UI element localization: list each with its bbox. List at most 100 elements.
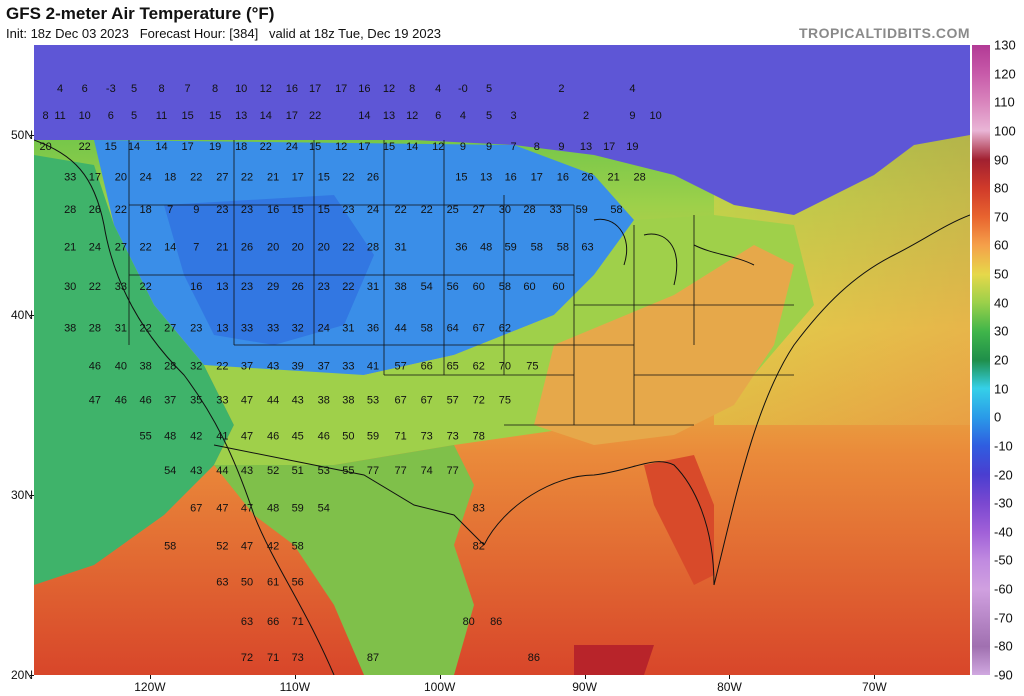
temperature-value: 66 [421, 360, 433, 372]
temperature-value: 13 [580, 141, 592, 153]
temperature-value: 22 [241, 171, 253, 183]
colorbar-label: -50 [994, 552, 1013, 568]
temperature-value: 22 [190, 171, 202, 183]
temperature-value: 6 [108, 110, 114, 122]
temperature-value: 3 [511, 110, 517, 122]
temperature-value: 70 [499, 360, 511, 372]
temperature-value: 12 [260, 83, 272, 95]
temperature-value: 60 [523, 281, 535, 293]
temperature-value: 50 [342, 431, 354, 443]
temperature-value: 17 [603, 141, 615, 153]
brand-watermark: TROPICALTIDBITS.COM [798, 25, 970, 41]
temperature-value: 8 [409, 83, 415, 95]
temperature-value: -0 [458, 83, 468, 95]
temperature-value: 75 [499, 395, 511, 407]
temperature-value: 24 [89, 242, 101, 254]
temperature-value: 10 [649, 110, 661, 122]
temperature-value: 11 [156, 110, 167, 122]
temperature-value: 65 [447, 360, 459, 372]
temperature-value: 21 [267, 171, 279, 183]
temperature-value: 14 [260, 110, 272, 122]
temperature-value: 59 [292, 503, 304, 515]
temperature-value: 42 [190, 431, 202, 443]
temperature-value: 58 [610, 204, 622, 216]
temperature-value: 7 [185, 83, 191, 95]
temperature-value: 37 [164, 395, 176, 407]
temperature-value: 59 [367, 431, 379, 443]
temperature-value: 57 [447, 395, 459, 407]
temperature-value: 15 [292, 204, 304, 216]
temperature-value: 44 [216, 465, 228, 477]
temperature-value: 73 [292, 652, 304, 664]
temperature-value: 37 [241, 360, 253, 372]
longitude-tick [294, 675, 296, 679]
colorbar [972, 45, 990, 675]
temperature-value: 15 [309, 141, 321, 153]
great-lakes [593, 218, 755, 286]
temperature-labels: 4 6 -3 5 8 7 8 10 12 16 17 17 16 12 8 4 -0 5 2 48 11 10 6 5 11 15… [39, 83, 661, 664]
temperature-value: 58 [421, 323, 433, 335]
colorbar-label: 110 [994, 94, 1015, 110]
longitude-label: 110W [279, 680, 311, 694]
colorbar-label: -20 [994, 467, 1013, 483]
temperature-value: 18 [235, 141, 247, 153]
temperature-value: 31 [367, 281, 379, 293]
temperature-value: 38 [342, 395, 354, 407]
temperature-value: 16 [286, 83, 298, 95]
temperature-value: 20 [292, 242, 304, 254]
temperature-value: 71 [394, 431, 406, 443]
caribbean-region [574, 645, 654, 675]
temperature-value: 46 [267, 431, 279, 443]
temperature-value: 46 [139, 395, 151, 407]
temperature-value: 17 [286, 110, 298, 122]
temperature-value: 27 [473, 204, 485, 216]
colorbar-label: -10 [994, 438, 1013, 454]
temperature-value: 41 [216, 431, 228, 443]
temperature-value: 30 [64, 281, 76, 293]
temperature-value: 21 [64, 242, 76, 254]
temperature-value: 45 [292, 431, 304, 443]
temperature-value: 23 [241, 204, 253, 216]
temperature-value: 47 [241, 540, 253, 552]
colorbar-label: 100 [994, 123, 1016, 139]
temperature-value: 82 [473, 540, 485, 552]
temperature-value: 25 [447, 204, 459, 216]
temperature-value: 37 [318, 360, 330, 372]
temperature-value: 15 [318, 204, 330, 216]
temperature-value: 14 [128, 141, 140, 153]
temperature-value: 77 [394, 465, 406, 477]
temperature-value: 27 [216, 171, 228, 183]
temperature-value: 56 [292, 576, 304, 588]
temperature-value: 86 [490, 616, 502, 628]
temperature-value: 27 [115, 242, 127, 254]
longitude-label: 100W [424, 680, 456, 694]
temperature-value: 19 [626, 141, 638, 153]
temperature-value: 13 [216, 323, 228, 335]
colorbar-label: -70 [994, 610, 1013, 626]
temperature-value: 8 [212, 83, 218, 95]
colorbar-label: -30 [994, 495, 1013, 511]
temperature-value: 18 [139, 204, 151, 216]
temperature-value: 4 [435, 83, 441, 95]
temperature-value: 8 [43, 110, 49, 122]
temperature-value: 72 [473, 395, 485, 407]
temperature-value: 23 [216, 204, 228, 216]
temperature-value: 29 [267, 281, 279, 293]
temperature-value: 22 [115, 204, 127, 216]
temperature-value: 14 [358, 110, 370, 122]
temperature-value: 16 [358, 83, 370, 95]
temperature-value: 20 [39, 141, 51, 153]
temperature-value: 22 [89, 281, 101, 293]
temperature-value: 33 [115, 281, 127, 293]
temperature-value: 17 [89, 171, 101, 183]
temperature-value: 58 [292, 540, 304, 552]
temperature-value: 59 [576, 204, 588, 216]
temperature-value: 46 [89, 360, 101, 372]
temperature-value: 54 [318, 503, 330, 515]
temperature-value: 4 [57, 83, 63, 95]
colorbar-label: 0 [994, 409, 1002, 425]
map-canvas: 4 6 -3 5 8 7 8 10 12 16 17 17 16 12 8 4 -0 5 2 48 11 10 6 5 11 15… [34, 45, 970, 675]
temperature-value: 44 [267, 395, 279, 407]
temperature-value: 9 [486, 141, 492, 153]
longitude-tick [874, 675, 876, 679]
